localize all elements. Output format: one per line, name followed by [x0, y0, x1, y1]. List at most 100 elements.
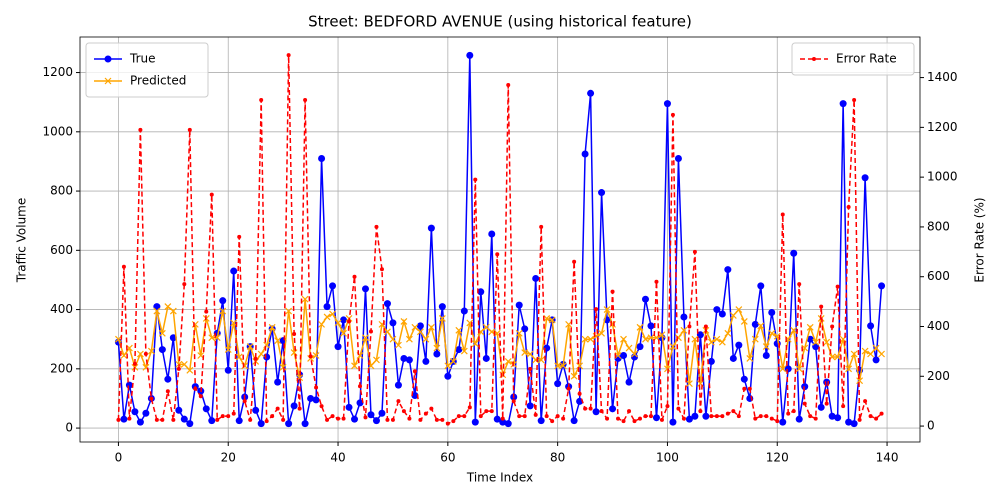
x-tick-label: 20	[221, 451, 236, 465]
marker	[412, 369, 417, 374]
marker	[340, 316, 348, 324]
marker	[627, 409, 632, 414]
marker	[361, 285, 369, 293]
marker	[713, 335, 721, 343]
marker	[285, 420, 293, 428]
x-axis-label: Time Index	[466, 471, 533, 485]
marker	[493, 415, 501, 423]
marker	[334, 343, 342, 351]
y-tick-label: 600	[50, 243, 73, 257]
marker	[116, 417, 121, 422]
marker	[824, 401, 829, 406]
marker	[598, 189, 606, 197]
marker	[861, 347, 869, 355]
marker	[158, 346, 166, 354]
marker	[779, 418, 787, 426]
marker	[828, 412, 836, 420]
marker	[526, 402, 534, 410]
marker	[762, 351, 770, 359]
marker	[153, 303, 161, 311]
marker	[731, 409, 736, 414]
marker	[835, 284, 840, 289]
marker	[374, 224, 379, 229]
marker	[795, 415, 803, 423]
marker	[138, 127, 143, 132]
marker	[471, 340, 479, 348]
legend-box	[85, 42, 209, 98]
legend-box	[791, 42, 915, 76]
marker	[834, 414, 842, 422]
marker	[747, 386, 752, 391]
marker	[581, 150, 589, 158]
marker	[757, 282, 765, 290]
marker	[488, 230, 496, 238]
marker	[685, 415, 693, 423]
x-tick-label: 80	[550, 451, 565, 465]
y2-tick-label: 1400	[927, 70, 958, 84]
marker	[702, 412, 710, 420]
marker	[165, 389, 170, 394]
marker	[806, 335, 814, 343]
marker	[352, 274, 357, 279]
marker	[707, 357, 715, 365]
marker	[400, 317, 408, 325]
marker	[665, 404, 670, 409]
marker	[570, 417, 578, 425]
marker	[874, 416, 879, 421]
marker	[438, 303, 446, 311]
marker	[246, 343, 254, 351]
marker	[275, 406, 280, 411]
marker	[209, 192, 214, 197]
marker	[718, 310, 726, 318]
marker	[270, 414, 275, 419]
marker	[219, 307, 227, 315]
chart-title: Street: BEDFORD AVENUE (using historical…	[308, 13, 692, 31]
marker	[198, 394, 203, 399]
marker	[867, 322, 875, 330]
marker	[499, 418, 507, 426]
marker	[685, 380, 693, 388]
marker	[286, 53, 291, 58]
marker	[418, 417, 423, 422]
marker	[307, 355, 315, 362]
marker	[533, 412, 538, 417]
marker	[378, 409, 386, 417]
series-line	[117, 55, 883, 426]
marker	[345, 403, 353, 411]
marker	[372, 417, 380, 425]
y2-tick-label: 1200	[927, 120, 958, 134]
marker	[131, 408, 139, 416]
marker	[462, 414, 467, 419]
marker	[504, 420, 512, 428]
marker	[224, 346, 232, 353]
marker	[132, 361, 137, 366]
marker	[281, 417, 286, 422]
marker	[724, 329, 732, 337]
marker	[709, 414, 714, 419]
marker	[444, 372, 452, 380]
marker	[521, 349, 529, 356]
marker	[621, 419, 626, 424]
marker	[451, 419, 456, 424]
marker	[566, 386, 571, 391]
marker	[692, 249, 697, 254]
marker	[753, 416, 758, 421]
marker	[169, 334, 177, 342]
y2-tick-label: 0	[927, 419, 935, 433]
marker	[834, 353, 842, 361]
marker	[780, 212, 785, 217]
legend-marker	[104, 77, 112, 85]
marker	[652, 414, 660, 422]
marker	[521, 325, 529, 333]
marker	[169, 307, 177, 315]
marker	[852, 97, 857, 102]
marker	[592, 408, 600, 416]
marker	[823, 378, 831, 386]
marker	[696, 331, 704, 339]
marker	[548, 316, 556, 324]
marker	[182, 282, 187, 287]
marker	[242, 399, 247, 404]
marker	[395, 341, 402, 349]
marker	[588, 406, 593, 411]
